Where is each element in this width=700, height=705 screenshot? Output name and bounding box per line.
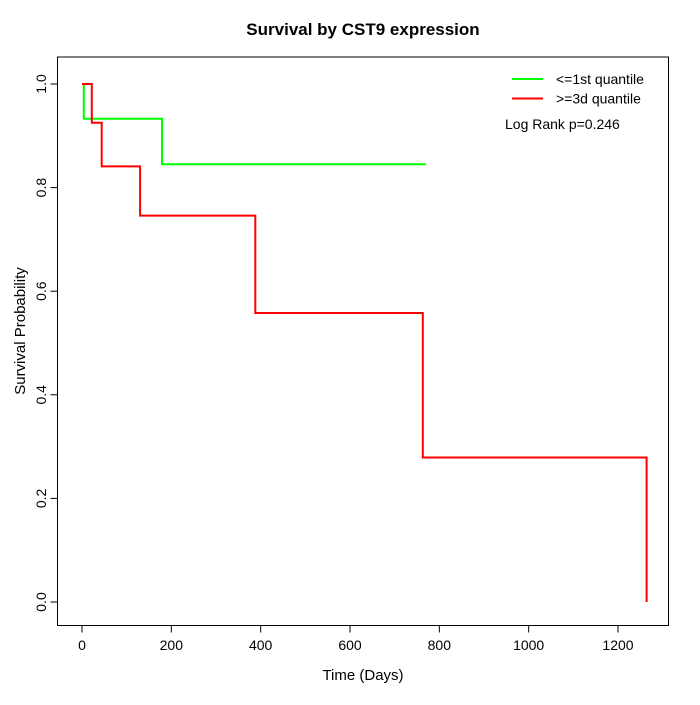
logrank-annotation: Log Rank p=0.246 (505, 116, 620, 132)
y-axis-label: Survival Probability (12, 267, 29, 395)
y-tick-label: 0.0 (33, 592, 49, 612)
x-tick-label: 400 (249, 637, 273, 653)
legend-label-high-expression: >=3d quantile (556, 91, 641, 107)
legend-label-low-expression: <=1st quantile (556, 71, 644, 87)
x-tick-label: 1200 (602, 637, 633, 653)
x-axis-ticks: 0 200 400 600 800 1000 1200 (78, 625, 634, 653)
survival-curve-low-expression (82, 83, 426, 166)
y-tick-label: 0.2 (33, 488, 49, 508)
survival-curves (82, 83, 648, 602)
y-axis-ticks: 0.0 0.2 0.4 0.6 0.8 1.0 (33, 74, 58, 612)
x-axis-label: Time (Days) (322, 667, 403, 684)
y-tick-label: 0.8 (33, 178, 49, 198)
y-tick-label: 0.4 (33, 385, 49, 405)
x-tick-label: 1000 (513, 637, 544, 653)
plot-area-border (57, 56, 669, 626)
x-tick-label: 0 (78, 637, 86, 653)
y-tick-label: 1.0 (33, 74, 49, 94)
chart-title: Survival by CST9 expression (246, 20, 479, 39)
y-tick-label: 0.6 (33, 281, 49, 301)
legend: <=1st quantile >=3d quantile Log Rank p=… (505, 71, 644, 132)
x-tick-label: 200 (160, 637, 184, 653)
survival-curve-high-expression (82, 83, 648, 602)
x-tick-label: 800 (428, 637, 452, 653)
x-tick-label: 600 (338, 637, 362, 653)
